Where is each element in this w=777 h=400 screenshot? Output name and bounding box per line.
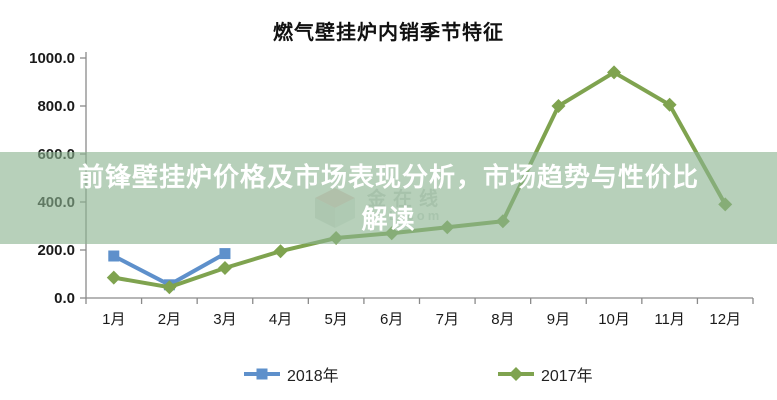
data-point-2017年 (273, 244, 288, 259)
data-point-2017年 (662, 97, 677, 112)
x-tick-label: 6月 (380, 311, 403, 328)
x-tick-label: 12月 (709, 311, 741, 328)
chart-legend: 2018年 2017年 (0, 362, 777, 390)
y-tick-label: 0.0 (54, 290, 75, 307)
diamond-glyph (509, 367, 523, 381)
x-tick-label: 1月 (102, 311, 125, 328)
data-point-2018年 (219, 248, 231, 260)
legend-label: 2018年 (287, 368, 339, 385)
headline-line-1: 前锋壁挂炉价格及市场表现分析，市场趋势与性价比 (77, 162, 699, 192)
square-marker-icon (244, 368, 280, 380)
diamond-marker-icon (498, 367, 534, 381)
x-tick-label: 5月 (324, 311, 347, 328)
x-tick-label: 2月 (158, 311, 181, 328)
data-point-2017年 (162, 280, 177, 295)
x-tick-label: 4月 (269, 311, 292, 328)
square-glyph (256, 368, 268, 380)
data-point-2017年 (106, 270, 121, 285)
chart-title: 燃气壁挂炉内销季节特征 (273, 22, 504, 44)
y-tick-label: 800.0 (37, 98, 75, 115)
x-tick-label: 8月 (491, 311, 514, 328)
x-tick-label: 9月 (547, 311, 570, 328)
y-tick-label: 200.0 (37, 242, 75, 259)
legend-item-2018: 2018年 (243, 362, 339, 386)
data-point-2017年 (551, 99, 566, 113)
headline-banner: 前锋壁挂炉价格及市场表现分析，市场趋势与性价比 解读 (0, 152, 777, 244)
data-point-2017年 (217, 261, 232, 275)
legend-label: 2017年 (541, 368, 593, 385)
x-tick-label: 3月 (213, 311, 236, 328)
x-tick-label: 11月 (654, 311, 685, 328)
x-tick-label: 10月 (598, 311, 630, 328)
x-tick-label: 7月 (436, 311, 459, 328)
data-point-2018年 (108, 250, 120, 262)
y-tick-label: 1000.0 (29, 50, 75, 67)
headline-line-2: 解读 (361, 204, 416, 234)
legend-item-2017: 2017年 (497, 362, 593, 386)
data-point-2017年 (607, 65, 622, 80)
